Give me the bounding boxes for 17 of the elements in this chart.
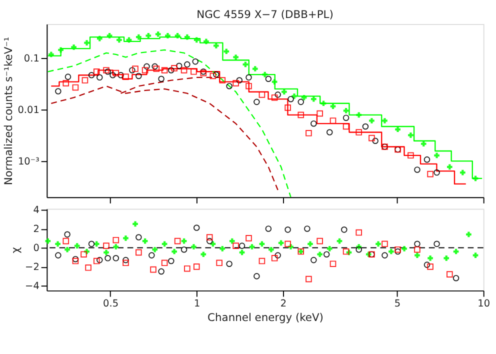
y-tick-label: −2 xyxy=(25,262,40,274)
y-axis-title: Normalized counts s⁻¹keV⁻¹ xyxy=(2,36,15,186)
x-tick-label: 0.5 xyxy=(103,298,119,310)
y-tick-label: 2 xyxy=(33,224,40,236)
y-tick-label: 4 xyxy=(33,205,40,216)
y-tick-label: 0.1 xyxy=(24,54,40,65)
x-tick-label: 1 xyxy=(194,298,200,310)
chart-title: NGC 4559 X−7 (DBB+PL) xyxy=(196,8,334,22)
y-tick-label: 0.01 xyxy=(18,105,40,116)
x-tick-label: 2 xyxy=(280,298,287,310)
y-tick-label: 0 xyxy=(33,243,40,254)
y-axis-title: χ xyxy=(9,247,22,254)
y-tick-label: 10⁻³ xyxy=(18,156,40,168)
x-tick-label: 5 xyxy=(394,298,401,310)
x-tick-label: 10 xyxy=(478,298,490,310)
y-tick-label: −4 xyxy=(25,281,40,292)
x-axis-title: Channel energy (keV) xyxy=(208,311,324,324)
